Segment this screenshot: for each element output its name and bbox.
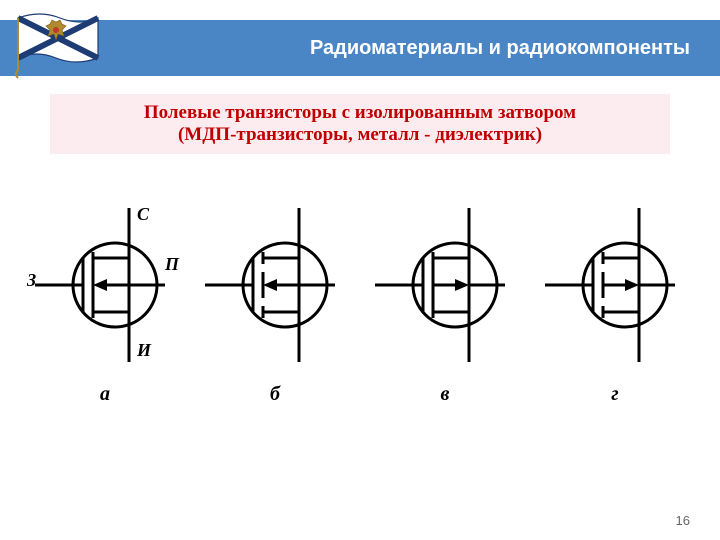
subtitle-box: Полевые транзисторы с изолированным затв… <box>50 94 670 154</box>
subtitle-line2: (МДП-транзисторы, металл - диэлектрик) <box>70 124 650 146</box>
label-substrate: П <box>165 254 179 275</box>
transistor-a: С П З И а <box>25 200 185 400</box>
transistor-g: г <box>535 200 695 400</box>
label-gate: З <box>27 270 36 291</box>
subtitle-line1: Полевые транзисторы с изолированным затв… <box>70 102 650 124</box>
transistor-v: в <box>365 200 525 400</box>
label-drain: С <box>137 204 149 225</box>
header-bar: Радиоматериалы и радиокомпоненты <box>0 20 720 76</box>
transistor-b: б <box>195 200 355 400</box>
caption-v: в <box>365 383 525 406</box>
label-source: И <box>137 340 151 361</box>
caption-a: а <box>25 383 185 406</box>
logo <box>10 4 102 80</box>
page-number: 16 <box>676 513 690 528</box>
diagram-area: С П З И а б <box>0 200 720 420</box>
header-title: Радиоматериалы и радиокомпоненты <box>310 37 690 60</box>
caption-b: б <box>195 383 355 406</box>
caption-g: г <box>535 383 695 406</box>
